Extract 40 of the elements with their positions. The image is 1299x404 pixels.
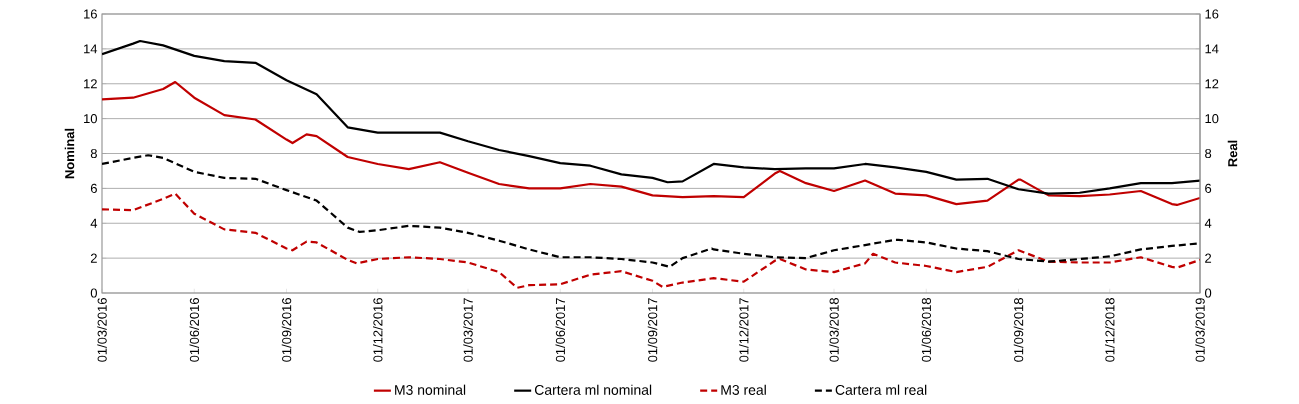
x-tick-label: 01/09/2018 <box>1013 298 1024 362</box>
x-tick-label: 01/03/2016 <box>97 298 107 362</box>
y2-axis-title: Real <box>1227 140 1238 167</box>
x-tick-label: 01/09/2017 <box>647 298 658 362</box>
y-tick-label: 6 <box>90 183 97 193</box>
x-tick-label: 01/06/2018 <box>921 298 932 362</box>
x-tick-label: 01/03/2017 <box>463 298 473 362</box>
y2-tick-label: 8 <box>1205 148 1212 159</box>
line-series <box>102 154 1200 268</box>
x-tick-label: 01/12/2016 <box>372 298 383 362</box>
y-tick-label: 16 <box>84 9 97 19</box>
y2-tick-label: 10 <box>1205 114 1219 124</box>
line-series <box>102 192 1200 289</box>
y2-tick-label: 4 <box>1204 218 1212 228</box>
x-tick-label: 01/06/2017 <box>555 298 566 362</box>
y-tick-label: 12 <box>84 79 97 89</box>
legend-label: Cartera ml real <box>835 384 927 395</box>
y-tick-label: 10 <box>84 114 97 124</box>
y-tick-label: 8 <box>90 148 97 159</box>
legend-label: M3 real <box>721 384 766 395</box>
x-tick-label: 01/03/2018 <box>829 298 839 362</box>
x-tick-label: 01/09/2016 <box>281 298 292 362</box>
y2-tick-label: 16 <box>1205 9 1219 19</box>
line-series <box>102 80 1200 207</box>
y-tick-label: 0 <box>90 288 97 298</box>
x-tick-label: 01/12/2018 <box>1104 298 1115 362</box>
y2-tick-label: 6 <box>1205 183 1212 193</box>
y-tick-label: 2 <box>90 253 97 263</box>
y-tick-label: 14 <box>84 44 98 54</box>
y2-tick-label: 14 <box>1205 44 1219 54</box>
legend-label: M3 nominal <box>395 384 466 395</box>
x-tick-label: 01/03/2019 <box>1195 298 1205 362</box>
y2-tick-label: 12 <box>1205 79 1219 89</box>
y-tick-label: 4 <box>90 218 98 228</box>
legend-label: Cartera ml nominal <box>534 384 652 395</box>
x-tick-label: 01/12/2017 <box>738 298 749 362</box>
x-tick-label: 01/06/2016 <box>189 298 200 362</box>
y2-tick-label: 0 <box>1205 288 1212 298</box>
y-axis-title: Nominal <box>64 128 75 179</box>
y2-tick-label: 2 <box>1205 253 1212 263</box>
